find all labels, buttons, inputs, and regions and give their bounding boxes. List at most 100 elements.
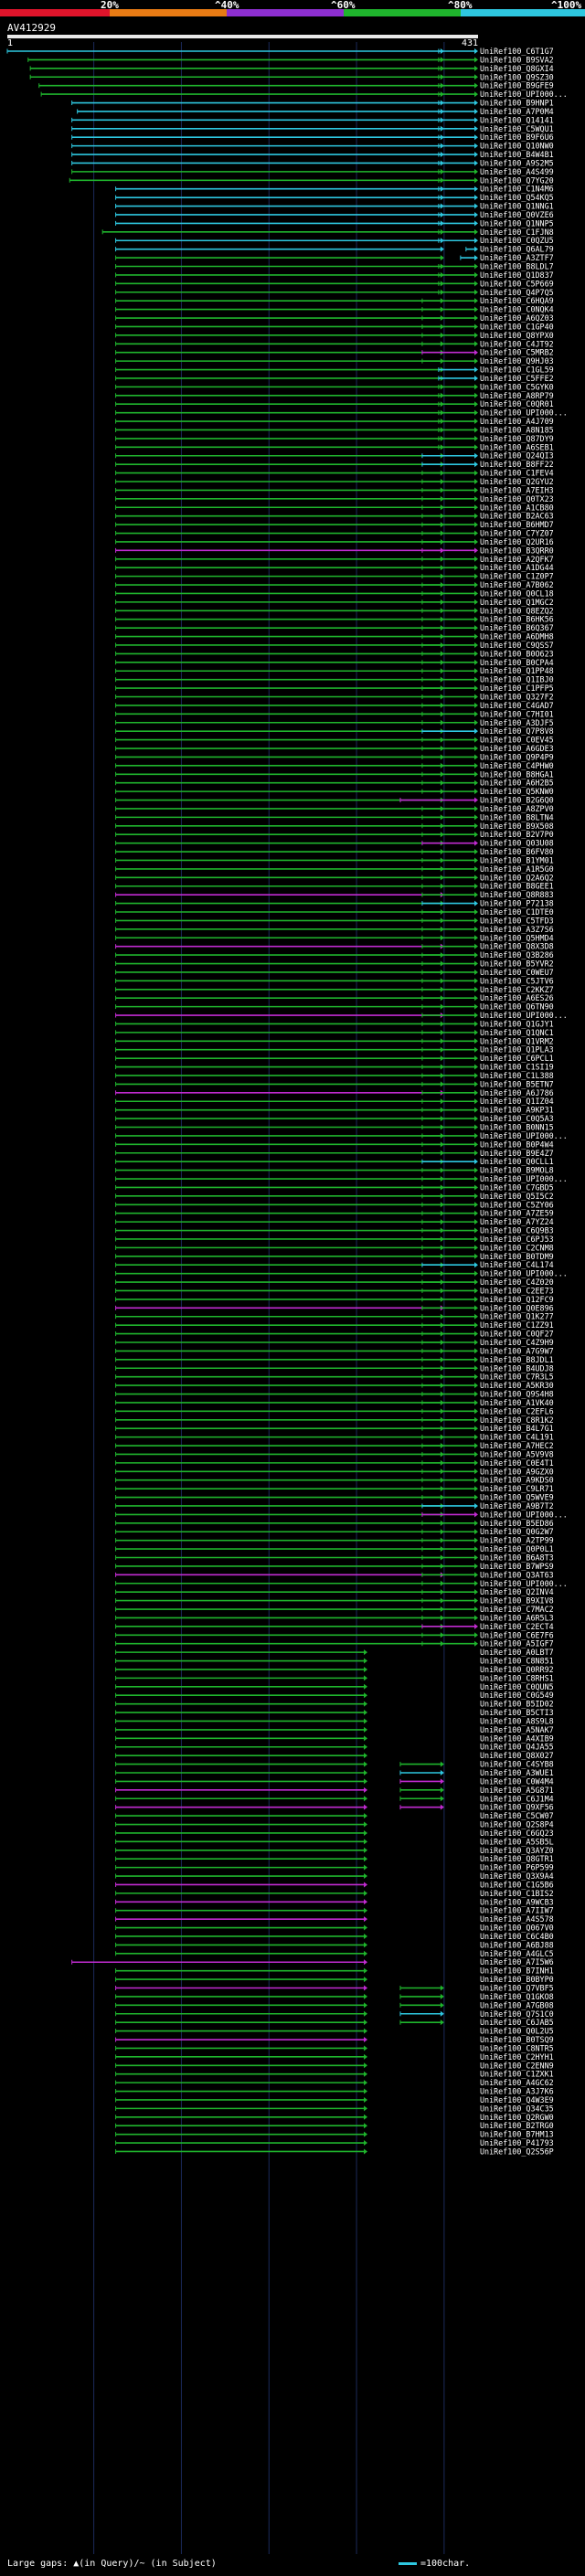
hit-row[interactable]: UniRef100_Q1GJY1: [115, 1019, 554, 1028]
hit-row[interactable]: UniRef100_UPI000...: [115, 1174, 568, 1183]
hit-row[interactable]: UniRef100_Q4W3E9: [115, 2095, 554, 2104]
hit-row[interactable]: UniRef100_C7MAC2: [115, 1605, 554, 1614]
hit-row[interactable]: UniRef100_UPI000...: [115, 408, 568, 418]
hit-label[interactable]: UniRef100_UPI000...: [480, 1174, 568, 1183]
hit-label[interactable]: UniRef100_Q9P4P9: [480, 752, 554, 761]
hit-row[interactable]: UniRef100_A6QZ03: [115, 313, 554, 323]
hit-row[interactable]: UniRef100_B2G6Q0: [115, 796, 554, 805]
hit-row[interactable]: UniRef100_A6GDE3: [115, 744, 554, 753]
hit-label[interactable]: UniRef100_B3QRR0: [480, 546, 554, 555]
hit-label[interactable]: UniRef100_Q327F2: [480, 693, 554, 702]
hit-row[interactable]: UniRef100_Q3AT63: [115, 1570, 554, 1579]
hit-row[interactable]: UniRef100_Q9P4P9: [115, 752, 554, 761]
hit-row[interactable]: UniRef100_Q6AL79: [115, 245, 554, 254]
hit-row[interactable]: UniRef100_C1G5B6: [115, 1880, 554, 1889]
hit-row[interactable]: UniRef100_B1YM01: [115, 855, 554, 864]
hit-row[interactable]: UniRef100_C4JT92: [115, 339, 554, 348]
hit-row[interactable]: UniRef100_A7HEC2: [115, 1441, 554, 1450]
hit-label[interactable]: UniRef100_Q0RR92: [480, 1665, 554, 1674]
hit-label[interactable]: UniRef100_Q14141: [480, 115, 554, 124]
hit-label[interactable]: UniRef100_B5ID02: [480, 1700, 554, 1709]
hit-row[interactable]: UniRef100_B9XIV8: [115, 1596, 554, 1606]
hit-row[interactable]: UniRef100_C6C4B0: [115, 1932, 554, 1941]
hit-label[interactable]: UniRef100_Q2S8P4: [480, 1820, 554, 1829]
hit-row[interactable]: UniRef100_Q34C35: [115, 2104, 554, 2113]
hit-label[interactable]: UniRef100_A9S2M5: [480, 158, 554, 167]
hit-row[interactable]: UniRef100_A7B062: [115, 580, 554, 589]
hit-row[interactable]: UniRef100_UPI000...: [115, 1269, 568, 1278]
hit-row[interactable]: UniRef100_P41793: [115, 2138, 554, 2147]
hit-row[interactable]: UniRef100_A5G871: [115, 1786, 554, 1795]
hit-label[interactable]: UniRef100_Q9HJ03: [480, 356, 554, 366]
hit-row[interactable]: UniRef100_B8LDL7: [115, 262, 554, 271]
hit-label[interactable]: UniRef100_B9X508: [480, 822, 554, 831]
hit-label[interactable]: UniRef100_Q4JA55: [480, 1743, 554, 1752]
hit-row[interactable]: UniRef100_C6T1G7: [6, 47, 554, 56]
hit-row[interactable]: UniRef100_Q2S56P: [115, 2147, 554, 2156]
hit-label[interactable]: UniRef100_A7I5W6: [480, 1957, 554, 1966]
hit-row[interactable]: UniRef100_Q12FC9: [115, 1295, 554, 1304]
hit-label[interactable]: UniRef100_UPI000...: [480, 408, 568, 418]
hit-row[interactable]: UniRef100_A9B7T2: [115, 1501, 554, 1511]
hit-label[interactable]: UniRef100_A3Z7S6: [480, 925, 554, 934]
hit-label[interactable]: UniRef100_Q6TN90: [480, 1002, 554, 1012]
hit-row[interactable]: UniRef100_C8RHS1: [115, 1673, 554, 1682]
hit-row[interactable]: UniRef100_C4L191: [115, 1433, 554, 1442]
hit-label[interactable]: UniRef100_A9B7T2: [480, 1501, 554, 1511]
hit-row[interactable]: UniRef100_B4UDJ8: [115, 1363, 554, 1373]
hit-row[interactable]: UniRef100_Q5WVE9: [115, 1493, 554, 1502]
hit-row[interactable]: UniRef100_C6PJ53: [115, 1235, 554, 1244]
hit-row[interactable]: UniRef100_A4GLC5: [115, 1949, 554, 1958]
hit-label[interactable]: UniRef100_Q2A6Q2: [480, 873, 554, 882]
hit-row[interactable]: UniRef100_Q4P7Q5: [115, 288, 554, 297]
hit-row[interactable]: UniRef100_Q5KNW0: [115, 787, 554, 796]
hit-row[interactable]: UniRef100_B5ED86: [115, 1519, 554, 1528]
hit-label[interactable]: UniRef100_Q12FC9: [480, 1295, 554, 1304]
hit-row[interactable]: UniRef100_Q1QNC1: [115, 1028, 554, 1037]
hit-label[interactable]: UniRef100_UPI000...: [480, 1131, 568, 1140]
hit-row[interactable]: UniRef100_C2CNM8: [115, 1243, 554, 1252]
hit-row[interactable]: UniRef100_C5TFD3: [115, 916, 554, 925]
hit-label[interactable]: UniRef100_B7WPS9: [480, 1562, 554, 1571]
hit-label[interactable]: UniRef100_A7YZ24: [480, 1217, 554, 1226]
hit-row[interactable]: UniRef100_C1FJN8: [101, 228, 554, 237]
hit-label[interactable]: UniRef100_C2EE73: [480, 1286, 554, 1295]
hit-label[interactable]: UniRef100_A7G9W7: [480, 1346, 554, 1355]
hit-label[interactable]: UniRef100_Q7YG20: [480, 175, 554, 185]
hit-row[interactable]: UniRef100_A1VK40: [115, 1398, 554, 1407]
hit-label[interactable]: UniRef100_C0W4M4: [480, 1776, 554, 1786]
hit-label[interactable]: UniRef100_Q2RGW0: [480, 2113, 554, 2122]
hit-label[interactable]: UniRef100_A4GC62: [480, 2078, 554, 2087]
hit-row[interactable]: UniRef100_A9WCB3: [115, 1897, 554, 1906]
hit-label[interactable]: UniRef100_C6JAB5: [480, 2018, 554, 2027]
hit-row[interactable]: UniRef100_C4PHW0: [115, 761, 554, 770]
hit-label[interactable]: UniRef100_A5NAK7: [480, 1725, 554, 1734]
hit-label[interactable]: UniRef100_B9XIV8: [480, 1596, 554, 1606]
hit-label[interactable]: UniRef100_B5YVR2: [480, 959, 554, 969]
hit-label[interactable]: UniRef100_B6Q367: [480, 623, 554, 632]
hit-row[interactable]: UniRef100_C0QF27: [115, 1330, 554, 1339]
hit-label[interactable]: UniRef100_C6PCL1: [480, 1054, 554, 1063]
hit-label[interactable]: UniRef100_Q8R883: [480, 890, 554, 899]
hit-row[interactable]: UniRef100_A6SEB1: [115, 442, 554, 451]
hit-label[interactable]: UniRef100_B9F6U6: [480, 133, 554, 142]
hit-label[interactable]: UniRef100_C0NQK4: [480, 305, 554, 314]
hit-row[interactable]: UniRef100_A9S2M5: [71, 158, 554, 167]
hit-row[interactable]: UniRef100_C4Z020: [115, 1277, 554, 1287]
hit-label[interactable]: UniRef100_A7GB08: [480, 2000, 554, 2009]
hit-row[interactable]: UniRef100_C1PFP5: [115, 684, 554, 693]
hit-label[interactable]: UniRef100_Q3AYZ0: [480, 1846, 554, 1855]
hit-row[interactable]: UniRef100_A6BJ88: [115, 1940, 554, 1949]
hit-row[interactable]: UniRef100_A2QFK7: [115, 555, 554, 564]
hit-row[interactable]: UniRef100_Q1IBJ0: [115, 675, 554, 684]
hit-label[interactable]: UniRef100_C6C4B0: [480, 1932, 554, 1941]
hit-row[interactable]: UniRef100_C1GP40: [115, 322, 554, 331]
hit-label[interactable]: UniRef100_C0EV45: [480, 736, 554, 745]
hit-row[interactable]: UniRef100_Q0G2W7: [115, 1527, 554, 1536]
hit-row[interactable]: UniRef100_B9MOL8: [115, 1166, 554, 1175]
hit-row[interactable]: UniRef100_UPI000...: [115, 1011, 568, 1020]
hit-row[interactable]: UniRef100_B0TSQ9: [115, 2035, 554, 2044]
hit-label[interactable]: UniRef100_C2CNM8: [480, 1243, 554, 1252]
hit-label[interactable]: UniRef100_C4Z9H9: [480, 1338, 554, 1347]
hit-row[interactable]: UniRef100_Q0P0L1: [115, 1544, 554, 1553]
